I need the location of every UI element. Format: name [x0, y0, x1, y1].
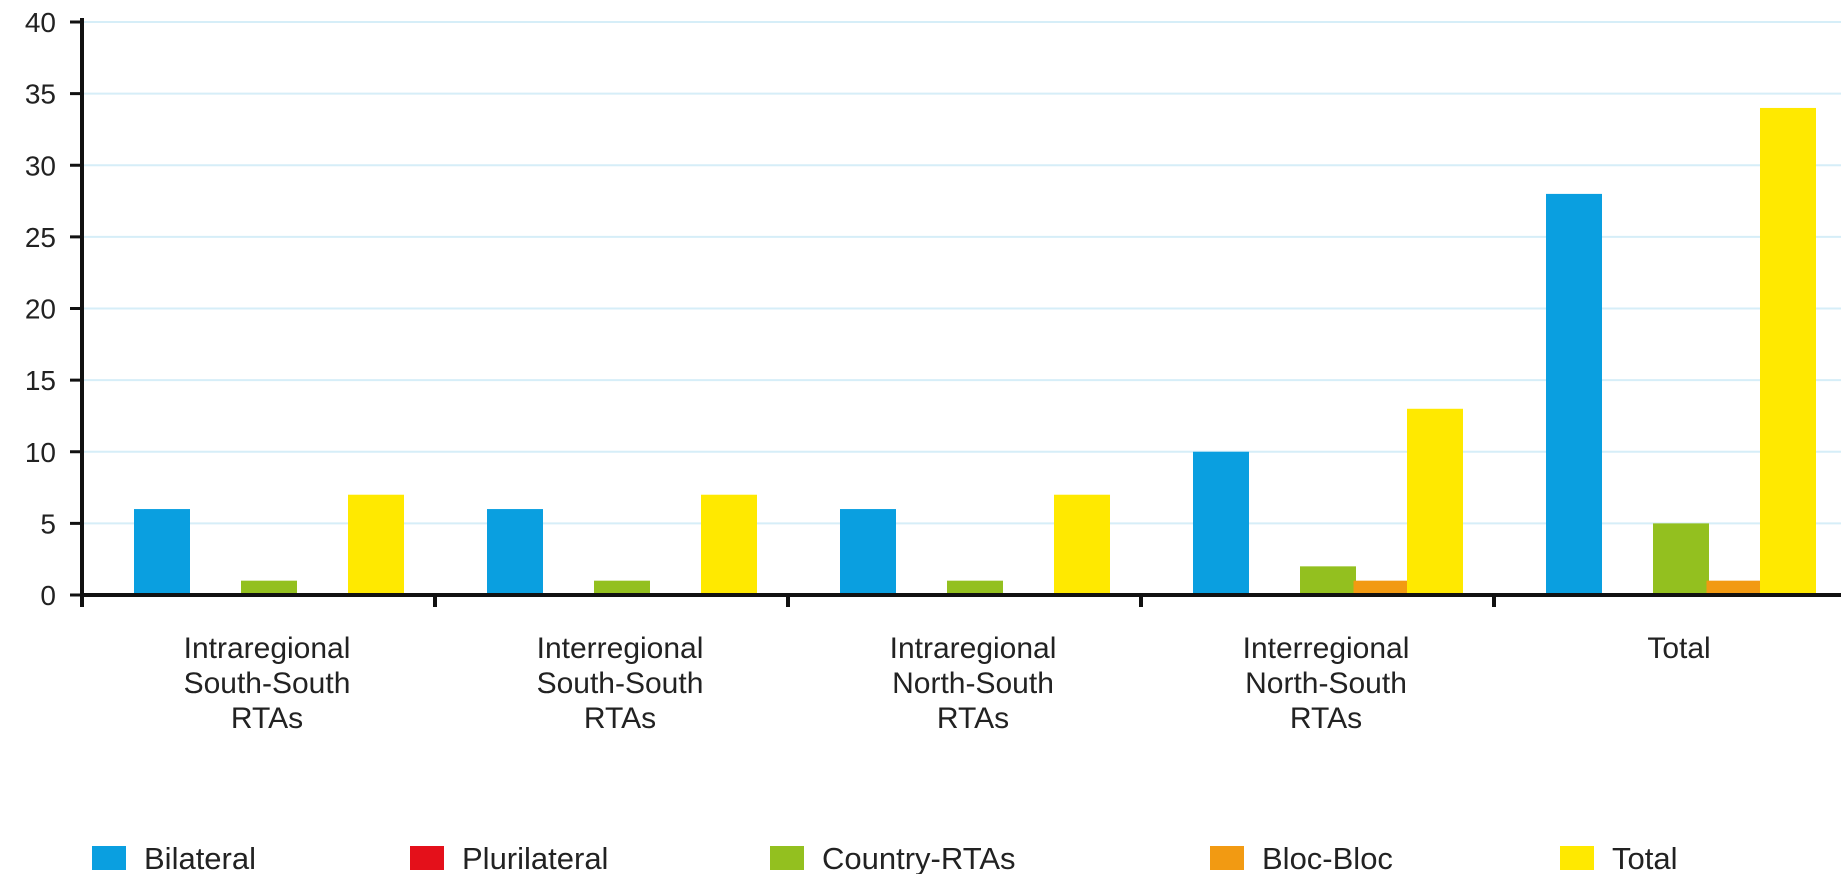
x-category-label: RTAs: [584, 702, 656, 735]
bar-bloc-bloc: [1353, 580, 1410, 595]
legend-label: Plurilateral: [462, 841, 608, 874]
y-tick-label: 30: [25, 150, 56, 181]
x-category-label: RTAs: [1290, 702, 1362, 735]
legend-swatch: [1210, 846, 1244, 870]
legend-swatch: [770, 846, 804, 870]
x-category-label: RTAs: [937, 702, 1009, 735]
bar-bilateral: [1546, 193, 1602, 595]
y-axis-ticks: 0 5 10 15 20 25 30 35 40: [25, 7, 56, 611]
gridlines: [82, 21, 1841, 525]
bar-country-rtas: [594, 580, 650, 595]
x-category-label: RTAs: [231, 702, 303, 735]
legend-item-bilateral[interactable]: Bilateral: [92, 841, 256, 874]
y-tick-label: 25: [25, 222, 56, 253]
y-tick-label: 20: [25, 294, 56, 325]
x-category-label: Intraregional: [184, 632, 351, 665]
bar-total: [701, 494, 757, 595]
legend-swatch: [92, 846, 126, 870]
legend-swatch: [1560, 846, 1594, 870]
bar-total: [1760, 107, 1816, 595]
bar-total: [1054, 494, 1110, 595]
x-category-label: Interregional: [1243, 632, 1410, 665]
bars: [134, 107, 1816, 595]
legend-item-total[interactable]: Total: [1560, 841, 1677, 874]
x-category-label: North-South: [892, 667, 1054, 700]
bar-country-rtas: [1653, 523, 1709, 595]
bar-country-rtas: [241, 580, 297, 595]
x-category-label: North-South: [1245, 667, 1407, 700]
y-tick-label: 10: [25, 437, 56, 468]
y-tick-label: 35: [25, 79, 56, 110]
legend-label: Country-RTAs: [822, 841, 1016, 874]
bar-bilateral: [1193, 451, 1249, 595]
bar-bilateral: [840, 509, 896, 595]
legend-label: Bloc-Bloc: [1262, 841, 1393, 874]
bar-total: [1407, 408, 1463, 595]
y-tick-label: 15: [25, 365, 56, 396]
bar-country-rtas: [947, 580, 1003, 595]
axes: [70, 18, 1841, 607]
x-category-label: South-South: [184, 667, 351, 700]
legend-item-bloc-bloc[interactable]: Bloc-Bloc: [1210, 841, 1393, 874]
x-category-label: Interregional: [537, 632, 704, 665]
legend-item-plurilateral[interactable]: Plurilateral: [410, 841, 608, 874]
x-category-label: Total: [1647, 632, 1710, 665]
legend-swatch: [410, 846, 444, 870]
bar-bilateral: [487, 509, 543, 595]
legend-item-country-rtas[interactable]: Country-RTAs: [770, 841, 1016, 874]
bar-bilateral: [134, 509, 190, 595]
y-tick-label: 40: [25, 7, 56, 38]
legend-label: Total: [1612, 841, 1677, 874]
y-tick-label: 0: [40, 580, 56, 611]
x-category-label: South-South: [537, 667, 704, 700]
bar-country-rtas: [1300, 566, 1356, 595]
bar-bloc-bloc: [1706, 580, 1763, 595]
legend[interactable]: Bilateral Plurilateral Country-RTAs Bloc-Bl…: [92, 841, 1677, 874]
y-tick-label: 5: [40, 508, 56, 539]
x-category-label: Intraregional: [890, 632, 1057, 665]
legend-label: Bilateral: [144, 841, 256, 874]
bar-total: [348, 494, 404, 595]
x-axis-category-labels: IntraregionalSouth-SouthRTAsInterregiona…: [184, 632, 1711, 735]
